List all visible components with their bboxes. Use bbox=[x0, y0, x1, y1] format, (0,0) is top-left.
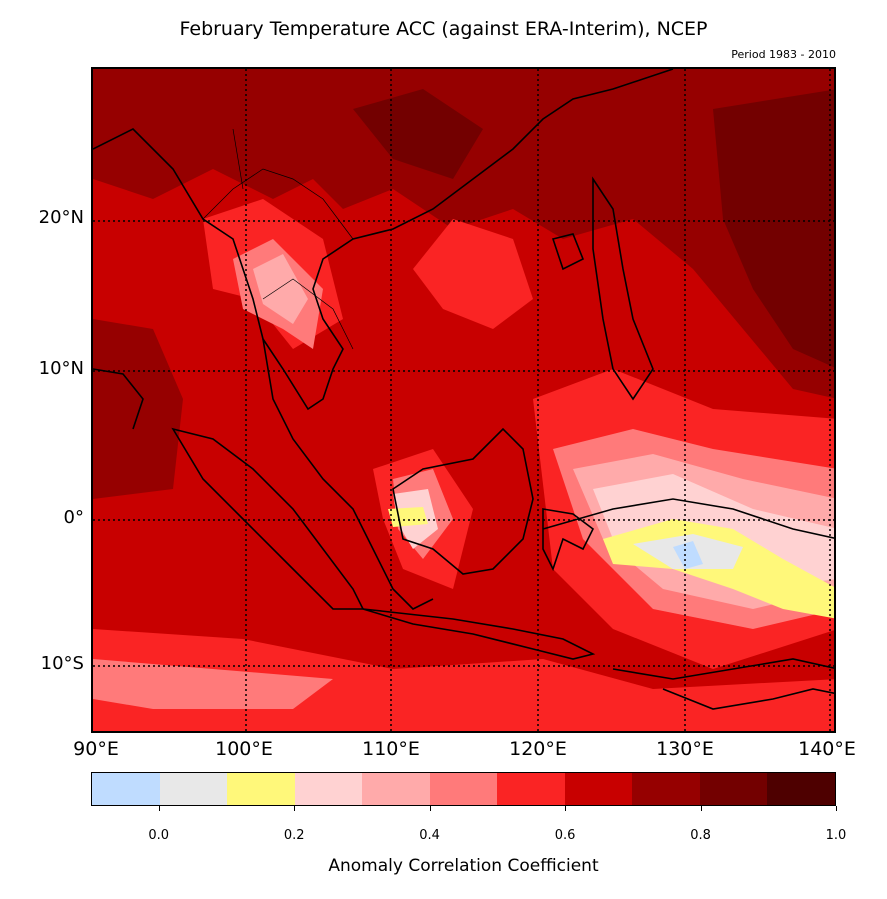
colorbar bbox=[91, 772, 836, 806]
colorbar-tick-label: 0.0 bbox=[148, 828, 170, 843]
contour-blue-1 bbox=[673, 541, 703, 569]
acc-contour-map bbox=[93, 69, 834, 731]
lon-label-120e: 120°E bbox=[509, 738, 567, 760]
coastlines bbox=[93, 69, 834, 710]
colorbar-tick-mark bbox=[565, 806, 567, 811]
lon-label-110e: 110°E bbox=[362, 738, 420, 760]
colorbar-tick-label: 1.0 bbox=[825, 828, 847, 843]
colorbar-segment-1 bbox=[159, 773, 228, 805]
contour-red-2 bbox=[413, 219, 533, 329]
colorbar-tick-label: 0.2 bbox=[283, 828, 305, 843]
graticule bbox=[93, 69, 834, 731]
colorbar-segment-8 bbox=[632, 773, 700, 805]
lon-label-90e: 90°E bbox=[73, 738, 119, 760]
colorbar-tick-mark bbox=[700, 806, 702, 811]
lat-label-10s: 10°S bbox=[40, 653, 84, 674]
lat-label-0: 0° bbox=[63, 507, 84, 528]
colorbar-segment-4 bbox=[362, 773, 430, 805]
lon-label-130e: 130°E bbox=[656, 738, 714, 760]
lat-label-20n: 20°N bbox=[38, 207, 84, 228]
colorbar-segment-9 bbox=[699, 773, 768, 805]
contour-lightpink-1 bbox=[253, 254, 308, 324]
contour-west-dark bbox=[93, 319, 183, 499]
contour-north-dark bbox=[93, 69, 834, 399]
colorbar-segment-6 bbox=[497, 773, 565, 805]
colorbar-tick-label: 0.8 bbox=[690, 828, 711, 843]
contour-yellow-2 bbox=[388, 507, 428, 527]
lon-label-140e: 140°E bbox=[798, 738, 856, 760]
colorbar-segment-2 bbox=[227, 773, 295, 805]
colorbar-segment-3 bbox=[294, 773, 363, 805]
colorbar-tick-mark bbox=[836, 806, 837, 811]
colorbar-tick-label: 0.6 bbox=[554, 828, 576, 843]
colorbar-segment-5 bbox=[429, 773, 498, 805]
map-title: February Temperature ACC (against ERA-In… bbox=[179, 18, 708, 40]
contour-pink-3 bbox=[93, 659, 333, 709]
colorbar-tick-label: 0.4 bbox=[419, 828, 440, 843]
contour-northeast-darkest bbox=[713, 89, 834, 368]
colorbar-tick-mark bbox=[294, 806, 296, 811]
colorbar-segment-10 bbox=[767, 773, 836, 805]
colorbar-label: Anomaly Correlation Coefficient bbox=[328, 856, 599, 876]
lon-label-100e: 100°E bbox=[215, 738, 273, 760]
colorbar-segment-0 bbox=[92, 773, 160, 805]
colorbar-tick-mark bbox=[429, 806, 431, 811]
period-label: Period 1983 - 2010 bbox=[731, 48, 836, 61]
lat-label-10n: 10°N bbox=[38, 358, 84, 379]
map-panel bbox=[91, 67, 836, 733]
colorbar-tick-mark bbox=[158, 806, 160, 811]
country-borders bbox=[202, 128, 354, 350]
colorbar-segment-7 bbox=[564, 773, 633, 805]
contour-north-darkest bbox=[353, 89, 483, 179]
